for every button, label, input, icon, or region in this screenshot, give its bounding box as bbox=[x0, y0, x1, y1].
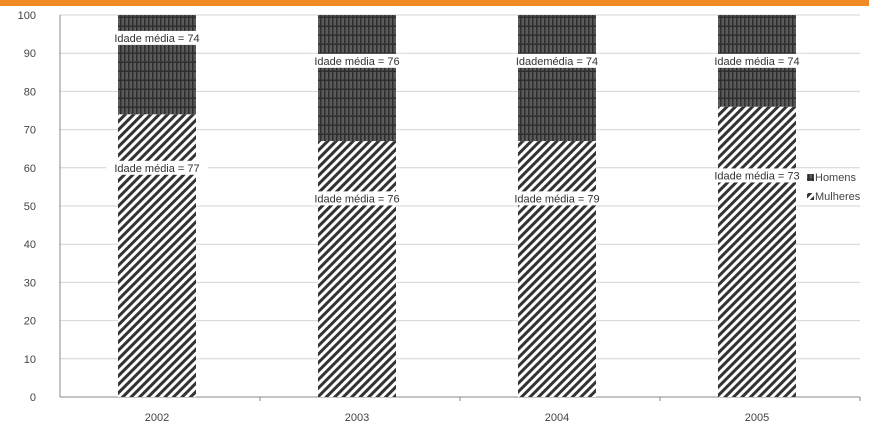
x-tick-label-2004: 2004 bbox=[545, 412, 569, 424]
bar-homens-2002 bbox=[118, 15, 196, 115]
data-label-homens-2005: Idade média = 74 bbox=[709, 53, 805, 68]
svg-text:Idade média = 73: Idade média = 73 bbox=[714, 170, 799, 182]
data-labels: Idade média = 77 Idade média = 76 Idade mé… bbox=[106, 30, 805, 206]
legend-swatch-mulheres bbox=[807, 193, 814, 200]
y-tick-label-20: 20 bbox=[24, 316, 36, 328]
data-label-mulheres-2005: Idade média = 73 bbox=[709, 168, 805, 183]
legend-label-homens: Homens bbox=[815, 172, 856, 184]
svg-text:Idade média = 74: Idade média = 74 bbox=[714, 56, 799, 68]
top-accent-bar bbox=[0, 0, 869, 6]
data-label-homens-2003: Idade média = 76 bbox=[309, 53, 405, 68]
legend: Homens Mulheres bbox=[807, 172, 861, 203]
legend-swatch-homens bbox=[807, 174, 814, 181]
data-label-homens-2004: Idademédia = 74 bbox=[512, 53, 602, 68]
x-tick-label-2002: 2002 bbox=[145, 412, 169, 424]
y-tick-label-100: 100 bbox=[18, 10, 36, 22]
svg-text:Idade média = 79: Idade média = 79 bbox=[514, 193, 599, 205]
y-tick-label-70: 70 bbox=[24, 125, 36, 137]
bar-mulheres-2004 bbox=[518, 141, 596, 397]
y-tick-label-10: 10 bbox=[24, 354, 36, 366]
svg-text:Idademédia = 74: Idademédia = 74 bbox=[516, 56, 598, 68]
y-tick-label-40: 40 bbox=[24, 239, 36, 251]
y-tick-label-80: 80 bbox=[24, 86, 36, 98]
y-tick-label-0: 0 bbox=[30, 392, 36, 404]
bar-mulheres-2005 bbox=[718, 106, 796, 398]
data-label-mulheres-2004: Idade média = 79 bbox=[509, 191, 605, 206]
bar-mulheres-2002 bbox=[118, 114, 196, 397]
data-label-homens-2002: Idade média = 74 bbox=[109, 30, 205, 45]
svg-text:Idade média = 76: Idade média = 76 bbox=[314, 56, 399, 68]
y-tick-label-90: 90 bbox=[24, 48, 36, 60]
x-tick-label-2005: 2005 bbox=[745, 412, 769, 424]
x-tick-label-2003: 2003 bbox=[345, 412, 369, 424]
bar-homens-2004 bbox=[518, 15, 596, 142]
data-label-mulheres-2003: Idade média = 76 bbox=[309, 191, 405, 206]
legend-label-mulheres: Mulheres bbox=[815, 191, 861, 203]
bar-mulheres-2003 bbox=[318, 141, 396, 397]
y-tick-label-50: 50 bbox=[24, 201, 36, 213]
bar-homens-2003 bbox=[318, 15, 396, 142]
svg-text:Idade média = 74: Idade média = 74 bbox=[114, 33, 199, 45]
y-tick-label-30: 30 bbox=[24, 277, 36, 289]
data-label-mulheres-2002: Idade média = 77 bbox=[106, 160, 208, 175]
svg-text:Idade média = 76: Idade média = 76 bbox=[314, 193, 399, 205]
y-tick-label-60: 60 bbox=[24, 163, 36, 175]
svg-text:Idade média = 77: Idade média = 77 bbox=[114, 163, 199, 175]
